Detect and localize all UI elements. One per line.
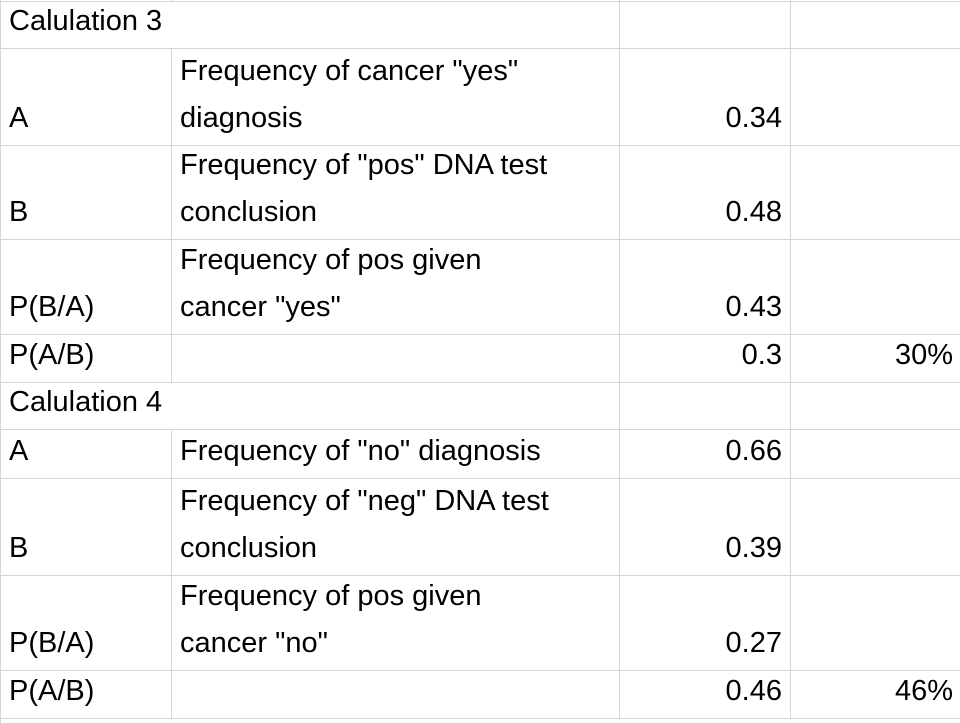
table-row: P(A/B) 0.46 46%	[1, 671, 960, 719]
cell-description[interactable]: Frequency of pos given cancer "yes"	[172, 240, 620, 335]
section-title-cell[interactable]: Calulation 3	[1, 2, 620, 49]
cell-label[interactable]: P(B/A)	[1, 576, 172, 671]
table-row: P(A/B) 0.3 30%	[1, 335, 960, 383]
cell-description[interactable]: Frequency of "neg" DNA test conclusion	[172, 479, 620, 576]
cell-description[interactable]: Frequency of "pos" DNA test conclusion	[172, 146, 620, 240]
cell-description[interactable]: Frequency of "no" diagnosis	[172, 430, 620, 479]
spreadsheet-cell[interactable]	[620, 0, 791, 2]
cell-description[interactable]	[172, 671, 620, 719]
spreadsheet-cell[interactable]	[791, 0, 960, 2]
cell-description[interactable]: Frequency of cancer "yes" diagnosis	[172, 49, 620, 146]
table-row: P(B/A) Frequency of pos given cancer "no…	[1, 576, 960, 671]
table-row: Calulation 3	[1, 2, 960, 49]
cell-label[interactable]: P(A/B)	[1, 335, 172, 383]
spreadsheet-cell[interactable]	[620, 383, 791, 430]
table-row: B Frequency of "pos" DNA test conclusion…	[1, 146, 960, 240]
cell-percent[interactable]	[791, 430, 960, 479]
table-row: Calulation 4	[1, 383, 960, 430]
cell-value[interactable]: 0.27	[620, 576, 791, 671]
cell-label[interactable]: B	[1, 479, 172, 576]
table-row-cropped	[1, 0, 960, 2]
cell-label[interactable]: B	[1, 146, 172, 240]
cell-value[interactable]: 0.34	[620, 49, 791, 146]
spreadsheet-cell[interactable]	[172, 0, 620, 2]
cell-value[interactable]: 0.39	[620, 479, 791, 576]
cell-percent[interactable]: 30%	[791, 335, 960, 383]
spreadsheet-cell[interactable]	[791, 2, 960, 49]
cell-description[interactable]	[172, 335, 620, 383]
cell-percent[interactable]: 46%	[791, 671, 960, 719]
cell-value[interactable]: 0.48	[620, 146, 791, 240]
cell-description[interactable]: Frequency of pos given cancer "no"	[172, 576, 620, 671]
cell-value[interactable]: 0.66	[620, 430, 791, 479]
bottom-margin	[1, 719, 960, 723]
cell-label[interactable]: P(B/A)	[1, 240, 172, 335]
cell-percent[interactable]	[791, 479, 960, 576]
cell-label[interactable]: P(A/B)	[1, 671, 172, 719]
cell-value[interactable]: 0.46	[620, 671, 791, 719]
cell-percent[interactable]	[791, 240, 960, 335]
cell-value[interactable]: 0.3	[620, 335, 791, 383]
table-row: A Frequency of cancer "yes" diagnosis 0.…	[1, 49, 960, 146]
cell-value[interactable]: 0.43	[620, 240, 791, 335]
cell-label[interactable]: A	[1, 49, 172, 146]
table-row: B Frequency of "neg" DNA test conclusion…	[1, 479, 960, 576]
cell-percent[interactable]	[791, 49, 960, 146]
table-row: P(B/A) Frequency of pos given cancer "ye…	[1, 240, 960, 335]
cell-percent[interactable]	[791, 576, 960, 671]
spreadsheet-cell[interactable]	[620, 2, 791, 49]
section-title-cell[interactable]: Calulation 4	[1, 383, 620, 430]
cell-percent[interactable]	[791, 146, 960, 240]
spreadsheet-cell[interactable]	[1, 0, 172, 2]
spreadsheet-cell[interactable]	[791, 383, 960, 430]
cell-label[interactable]: A	[1, 430, 172, 479]
table-row: A Frequency of "no" diagnosis 0.66	[1, 430, 960, 479]
